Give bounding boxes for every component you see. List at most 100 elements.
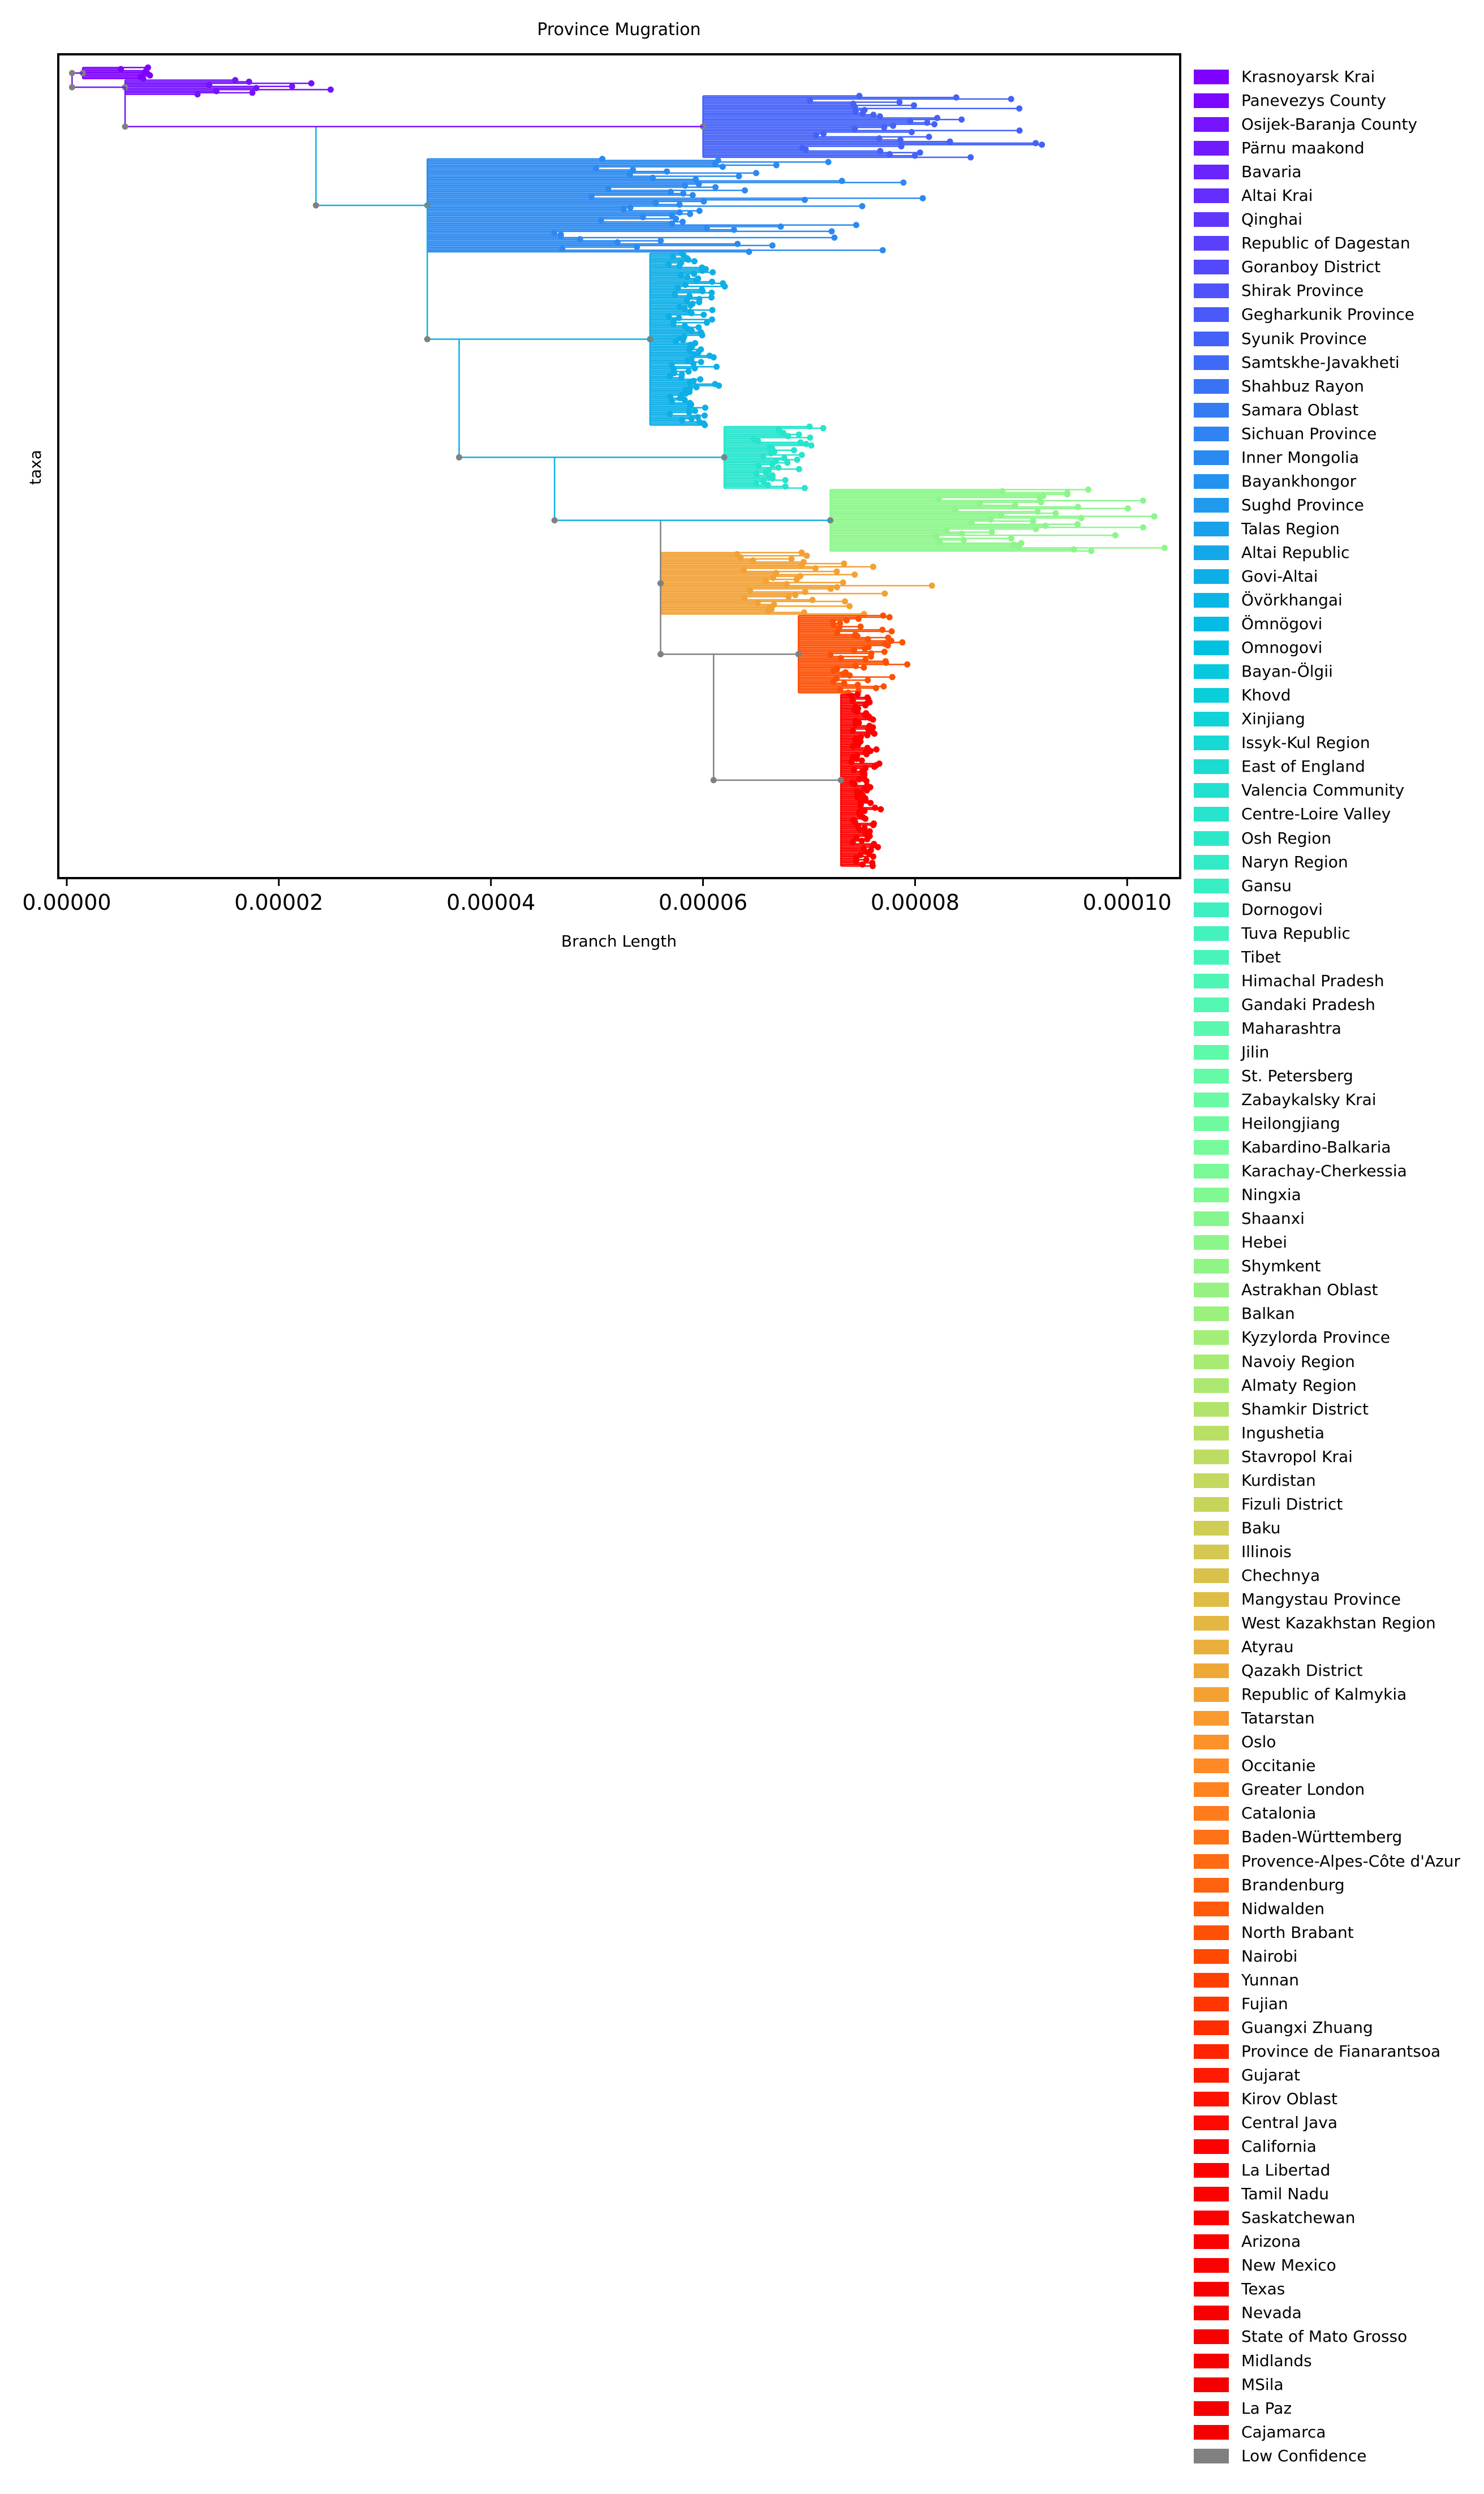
- tip-node: [679, 218, 686, 225]
- legend-swatch: [1194, 2448, 1229, 2463]
- legend-swatch: [1194, 1306, 1229, 1322]
- legend-label: Republic of Dagestan: [1241, 234, 1410, 253]
- legend-swatch: [1194, 1925, 1229, 1940]
- legend-swatch: [1194, 355, 1229, 370]
- tip-node: [864, 836, 871, 842]
- tip-node: [873, 746, 880, 753]
- legend-label: Sichuan Province: [1241, 424, 1377, 443]
- tip-node: [709, 316, 716, 323]
- legend-swatch: [1194, 759, 1229, 775]
- tip-node: [1151, 513, 1158, 520]
- tip-node: [657, 238, 664, 244]
- tip-node: [871, 763, 878, 770]
- tip-node: [327, 86, 334, 93]
- tip-node: [896, 99, 903, 106]
- legend-item: Qazakh District: [1194, 1661, 1477, 1684]
- tip-node: [1125, 505, 1132, 512]
- legend-item: Illinois: [1194, 1542, 1477, 1566]
- legend-swatch: [1194, 807, 1229, 822]
- legend-label: Gandaki Pradesh: [1241, 995, 1375, 1014]
- legend-swatch: [1194, 783, 1229, 798]
- legend-item: Heilongjiang: [1194, 1113, 1477, 1137]
- tip-node: [685, 368, 692, 375]
- tip-node: [708, 289, 715, 296]
- legend-item: Bayankhongor: [1194, 471, 1477, 495]
- legend-item: Övörkhangai: [1194, 590, 1477, 614]
- legend-item: Issyk-Kul Region: [1194, 733, 1477, 756]
- legend-label: Brandenburg: [1241, 1875, 1345, 1894]
- legend-item: Sichuan Province: [1194, 424, 1477, 448]
- legend-item: Maharashtra: [1194, 1018, 1477, 1042]
- tip-node: [691, 270, 698, 277]
- tip-node: [881, 590, 888, 597]
- legend-item: Province de Fianarantsoa: [1194, 2041, 1477, 2065]
- tip-node: [867, 653, 874, 660]
- legend-item: Inner Mongolia: [1194, 448, 1477, 471]
- tip-node: [881, 124, 888, 131]
- tip-node: [857, 624, 864, 630]
- legend-swatch: [1194, 283, 1229, 299]
- legend-label: Himachal Pradesh: [1241, 971, 1384, 990]
- legend-item: Altai Krai: [1194, 186, 1477, 209]
- legend-item: Low Confidence: [1194, 2446, 1477, 2470]
- legend-label: Astrakhan Oblast: [1241, 1280, 1378, 1300]
- legend-item: Tamil Nadu: [1194, 2184, 1477, 2208]
- legend-swatch: [1194, 1188, 1229, 1203]
- legend-label: North Brabant: [1241, 1923, 1354, 1942]
- tip-node: [870, 853, 876, 860]
- legend-label: Occitanie: [1241, 1756, 1316, 1775]
- legend-item: Khovd: [1194, 685, 1477, 709]
- legend-item: West Kazakhstan Region: [1194, 1613, 1477, 1637]
- tip-node: [752, 170, 759, 177]
- plot-frame: [57, 53, 1181, 879]
- tip-node: [861, 664, 867, 671]
- internal-node: [455, 454, 462, 461]
- x-tick-label: 0.00008: [871, 890, 960, 915]
- legend-swatch: [1194, 165, 1229, 180]
- legend-item: Ingushetia: [1194, 1423, 1477, 1447]
- tip-node: [870, 822, 877, 828]
- legend-label: Pärnu maakond: [1241, 139, 1365, 158]
- legend-swatch: [1194, 1473, 1229, 1488]
- legend-label: Hebei: [1241, 1233, 1288, 1252]
- legend-label: New Mexico: [1241, 2256, 1336, 2275]
- legend-label: California: [1241, 2137, 1317, 2156]
- tip-node: [792, 592, 799, 599]
- legend-label: Central Java: [1241, 2113, 1337, 2132]
- legend-item: Saskatchewan: [1194, 2208, 1477, 2231]
- legend-swatch: [1194, 1711, 1229, 1726]
- legend-label: Gansu: [1241, 876, 1292, 895]
- legend-swatch: [1194, 2353, 1229, 2368]
- tip-node: [790, 447, 797, 454]
- tip-node: [1052, 510, 1059, 517]
- tip-node: [769, 242, 776, 249]
- chart-title: Province Mugration: [537, 20, 700, 40]
- legend-swatch: [1194, 1497, 1229, 1512]
- legend-label: Shamkir District: [1241, 1399, 1369, 1418]
- legend-item: Astrakhan Oblast: [1194, 1280, 1477, 1304]
- legend-label: Mangystau Province: [1241, 1590, 1401, 1609]
- tip-node: [681, 397, 688, 403]
- tip-node: [695, 324, 702, 331]
- legend-swatch: [1194, 188, 1229, 204]
- legend-swatch: [1194, 1093, 1229, 1108]
- tip-node: [820, 130, 827, 137]
- x-tick-label: 0.00004: [446, 890, 535, 915]
- tip-node: [702, 422, 708, 428]
- legend-item: Dornogovi: [1194, 900, 1477, 923]
- legend-item: East of England: [1194, 756, 1477, 780]
- tip-node: [700, 198, 707, 205]
- tip-node: [1074, 521, 1081, 528]
- tip-node: [807, 435, 814, 441]
- legend-swatch: [1194, 831, 1229, 846]
- legend-item: Govi-Altai: [1194, 566, 1477, 590]
- internal-node: [68, 84, 75, 91]
- legend-swatch: [1194, 1782, 1229, 1798]
- legend-swatch: [1194, 379, 1229, 394]
- legend-label: Osijek-Baranja County: [1241, 115, 1418, 134]
- tip-node: [861, 825, 868, 832]
- legend-item: Mangystau Province: [1194, 1589, 1477, 1613]
- tip-node: [703, 319, 710, 326]
- legend-item: Himachal Pradesh: [1194, 971, 1477, 995]
